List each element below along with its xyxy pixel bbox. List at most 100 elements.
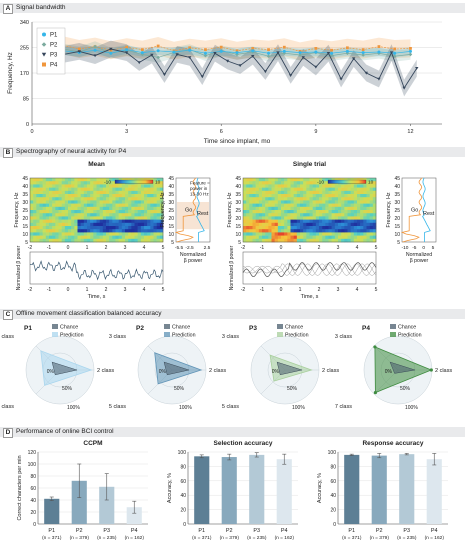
panel-a-title: Signal bandwidth	[16, 4, 66, 11]
data-point-p1	[408, 49, 412, 53]
heatmap-cell	[159, 210, 164, 214]
heatmap-cell	[156, 203, 161, 208]
bar-p4	[126, 507, 142, 524]
heatmap-cell	[315, 178, 320, 182]
heatmap-cell	[347, 213, 351, 217]
heatmap-cell	[322, 213, 326, 217]
heatmap-cell	[80, 213, 85, 217]
heatmap-cell	[249, 219, 253, 224]
heatmap-cell	[271, 181, 275, 185]
heatmap-cell	[357, 232, 361, 236]
heatmap-cell	[90, 181, 94, 185]
heatmap-cell	[131, 178, 135, 182]
heatmap-cell	[258, 206, 263, 211]
y-tick-label: 340	[20, 20, 29, 26]
heatmap-cell	[303, 200, 307, 204]
heatmap-cell	[99, 222, 104, 227]
heatmap-cell	[262, 232, 266, 236]
heatmap-cell	[87, 226, 91, 230]
heatmap-cell	[353, 219, 358, 224]
heatmap-cell	[366, 206, 370, 211]
heatmap-cell	[293, 229, 298, 233]
data-point-p3	[389, 51, 394, 55]
heatmap-cell	[80, 219, 85, 224]
data-point-p2	[361, 53, 365, 57]
heatmap-cell	[265, 213, 269, 217]
y-tick-label: 20	[22, 216, 28, 222]
heatmap-cell	[125, 210, 129, 214]
heatmap-cell	[249, 226, 253, 230]
heatmap-cell	[325, 184, 329, 188]
category-label: P1	[348, 528, 355, 534]
heatmap-cell	[58, 206, 62, 211]
heatmap-cell	[322, 184, 326, 188]
data-point-p4	[251, 47, 255, 50]
heatmap-cell	[36, 232, 40, 236]
heatmap-cell	[300, 178, 304, 182]
heatmap-cell	[153, 203, 157, 208]
heatmap-cell	[30, 206, 34, 211]
heatmap-cell	[68, 200, 72, 204]
heatmap-cell	[93, 181, 97, 185]
heatmap-cell	[102, 229, 107, 233]
heatmap-cell	[350, 190, 355, 195]
heatmap-cell	[156, 178, 161, 182]
heatmap-cell	[45, 200, 50, 204]
heatmap-cell	[150, 203, 154, 208]
heatmap-cell	[137, 184, 142, 188]
heatmap-cell	[74, 213, 78, 217]
heatmap-cell	[74, 194, 78, 198]
heatmap-cell	[137, 197, 142, 201]
heatmap-cell	[153, 226, 157, 230]
heatmap-cell	[319, 229, 323, 233]
heatmap-cell	[293, 216, 298, 220]
heatmap-cell	[249, 229, 253, 233]
heatmap-cell	[125, 203, 129, 208]
heatmap-cell	[131, 206, 135, 211]
heatmap-cell	[274, 203, 279, 208]
y-tick-label: 25	[168, 208, 174, 214]
x-tick-label: 1	[86, 245, 89, 251]
heatmap-cell	[83, 213, 88, 217]
heatmap-cell	[268, 206, 272, 211]
feature-annotation-line: power in	[190, 186, 208, 191]
heatmap-cell	[42, 181, 47, 185]
heatmap-cell	[30, 222, 34, 227]
heatmap-cell	[159, 184, 164, 188]
heatmap-cell	[42, 184, 47, 188]
radar-chance-polygon	[389, 361, 416, 374]
heatmap-cell	[96, 194, 100, 198]
rest-profile-line	[422, 177, 431, 242]
data-point-p4	[188, 46, 192, 50]
heatmap-cell	[30, 216, 34, 220]
category-sublabel: (n = 371)	[192, 535, 212, 541]
heatmap-cell	[315, 235, 320, 240]
heatmap-cell	[68, 238, 72, 243]
heatmap-cell	[134, 229, 138, 233]
heatmap-cell	[49, 213, 53, 217]
heatmap-cell	[128, 197, 132, 201]
heatmap-cell	[319, 194, 323, 198]
heatmap-cell	[258, 238, 263, 243]
heatmap-cell	[87, 210, 91, 214]
heatmap-cell	[274, 232, 279, 236]
heatmap-cell	[55, 200, 59, 204]
heatmap-cell	[315, 197, 320, 201]
x-tick-label: -2	[241, 287, 246, 293]
heatmap-cell	[353, 232, 358, 236]
heatmap-cell	[33, 206, 37, 211]
data-point-p3	[187, 56, 192, 59]
heatmap-cell	[274, 229, 279, 233]
heatmap-cell	[249, 181, 253, 185]
heatmap-cell	[64, 190, 69, 195]
heatmap-cell	[125, 187, 129, 192]
heatmap-cell	[312, 178, 317, 182]
heatmap-cell	[303, 238, 307, 243]
heatmap-cell	[246, 178, 250, 182]
heatmap-cell	[147, 229, 151, 233]
heatmap-cell	[334, 222, 339, 227]
heatmap-cell	[255, 210, 260, 214]
x-tick-label: 5	[375, 287, 378, 293]
